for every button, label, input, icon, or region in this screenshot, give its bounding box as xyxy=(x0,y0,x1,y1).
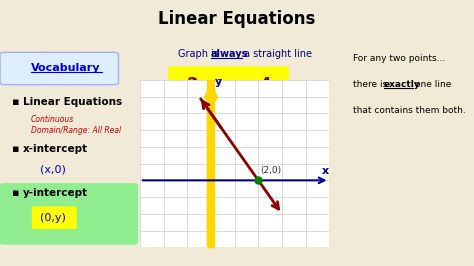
Text: Graph is: Graph is xyxy=(178,49,222,60)
FancyBboxPatch shape xyxy=(0,52,118,85)
Text: For any two points...: For any two points... xyxy=(353,54,446,63)
Text: x-intercept: x-intercept xyxy=(23,144,88,154)
Text: Linear Equations: Linear Equations xyxy=(23,97,122,107)
Text: ▪: ▪ xyxy=(12,144,19,154)
Text: Vocabulary: Vocabulary xyxy=(31,64,100,73)
Text: Linear Equations: Linear Equations xyxy=(158,10,316,28)
Text: y-intercept: y-intercept xyxy=(23,188,88,198)
Text: $\mathbf{2x + y = 4}$: $\mathbf{2x + y = 4}$ xyxy=(185,74,273,95)
Text: ▪: ▪ xyxy=(12,97,19,107)
Text: a straight line: a straight line xyxy=(244,49,312,60)
Text: Domain/Range: All Real: Domain/Range: All Real xyxy=(31,126,121,135)
Text: Continuous: Continuous xyxy=(31,115,74,124)
Text: there is: there is xyxy=(353,80,390,89)
Text: y: y xyxy=(214,77,222,87)
FancyBboxPatch shape xyxy=(0,184,137,244)
FancyBboxPatch shape xyxy=(32,206,77,229)
Text: (2,0): (2,0) xyxy=(261,166,282,175)
Text: ▪: ▪ xyxy=(12,188,19,198)
Text: one line: one line xyxy=(415,80,451,89)
FancyBboxPatch shape xyxy=(168,66,289,104)
Text: (0,y): (0,y) xyxy=(40,213,66,223)
Text: (x,0): (x,0) xyxy=(40,165,66,175)
Text: exactly: exactly xyxy=(384,80,421,89)
Text: that contains them both.: that contains them both. xyxy=(353,106,466,115)
Text: always: always xyxy=(211,49,248,60)
Text: x: x xyxy=(322,167,329,176)
